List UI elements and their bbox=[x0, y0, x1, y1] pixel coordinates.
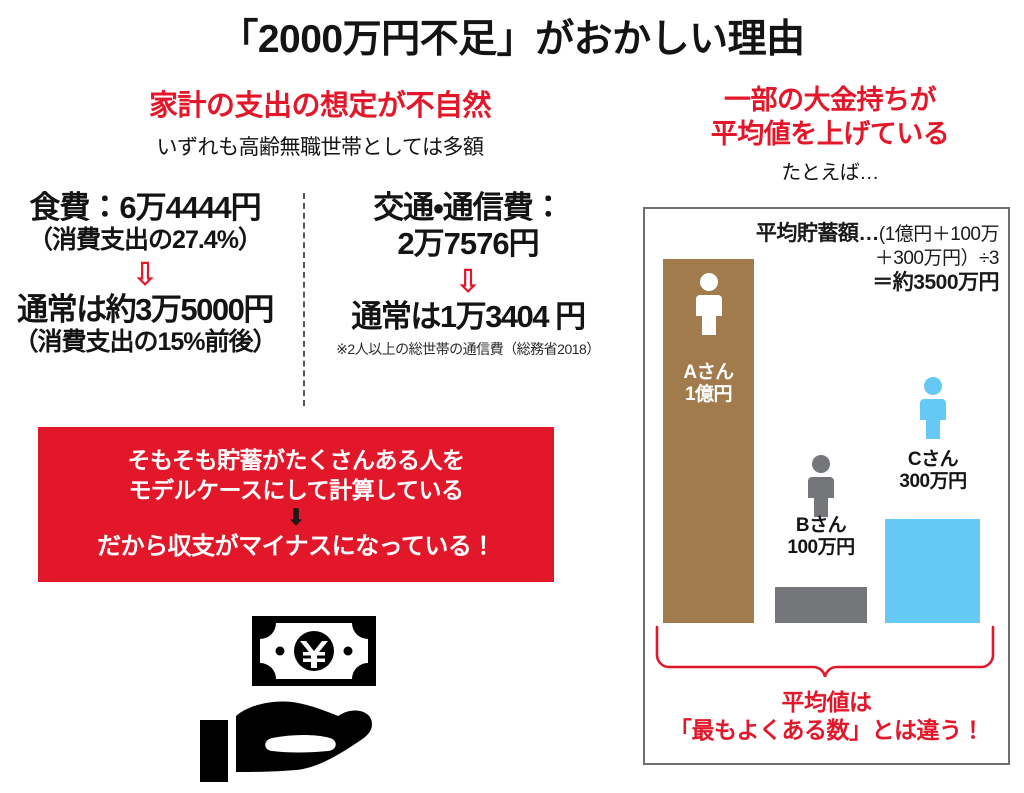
bar-label-c: Cさん 300万円 bbox=[878, 449, 988, 494]
person-icon-b bbox=[805, 455, 837, 522]
down-arrow-icon: ⇩ bbox=[454, 263, 482, 300]
average-label: 平均貯蓄額… bbox=[755, 222, 880, 245]
food-share: （消費支出の27.4%） bbox=[28, 225, 263, 254]
bar-label-c-value: 300万円 bbox=[899, 471, 967, 493]
left-heading-sub: いずれも高齢無職世帯としては多額 bbox=[156, 136, 484, 159]
person-icon-a bbox=[693, 273, 725, 340]
bar-label-a-value: 1億円 bbox=[684, 384, 733, 406]
bar-label-a: Aさん 1億円 bbox=[663, 362, 754, 407]
right-heading-red-line2: 平均値を上げている bbox=[710, 119, 950, 150]
transport-amount: 2万7576円 bbox=[397, 225, 539, 261]
average-calc-line-1: (1億円＋100万 bbox=[878, 224, 1000, 245]
average-calculation-note: 平均貯蓄額…(1億円＋100万 ＋300万円）÷3 ＝約3500万円 bbox=[659, 221, 1000, 295]
food-normal-amount: 通常は約3万5000円 bbox=[17, 292, 274, 328]
transport-normal-amount: 通常は1万3404 円 bbox=[351, 299, 586, 335]
average-result: ＝約3500万円 bbox=[872, 270, 999, 294]
money-on-hand-icon bbox=[196, 608, 412, 784]
average-calc-line-2: ＋300万円）÷3 bbox=[874, 247, 1000, 269]
bar-chart: Aさん 1億円 Bさん 100万円 bbox=[645, 209, 1008, 763]
chart-conclusion: 平均値は 「最もよくある数」とは違う！ bbox=[645, 688, 1008, 746]
chart-conclusion-line-1: 平均値は bbox=[781, 688, 873, 715]
callout-line-3: だから収支がマイナスになっている！ bbox=[97, 533, 495, 561]
red-callout-box: そもそも貯蓄がたくさんある人を モデルケースにして計算している ⬇ だから収支が… bbox=[38, 427, 554, 582]
curly-brace-icon bbox=[653, 625, 1001, 678]
bar-label-a-name: Aさん bbox=[683, 362, 734, 383]
open-hand-icon bbox=[200, 701, 372, 782]
callout-line-1: そもそも貯蓄がたくさんある人を bbox=[127, 447, 465, 474]
bar-label-b: Bさん 100万円 bbox=[763, 515, 879, 560]
food-normal-share: （消費支出の15%前後） bbox=[13, 328, 277, 357]
expense-column-food: 食費：6万4444円 （消費支出の27.4%） ⇩ 通常は約3万5000円 （消… bbox=[0, 190, 298, 357]
transport-source-note: ※2人以上の総世帯の通信費（総務省2018） bbox=[336, 340, 600, 357]
bar-label-b-name: Bさん bbox=[795, 515, 847, 536]
transport-title: 交通・通信費： bbox=[373, 190, 564, 225]
column-divider bbox=[303, 193, 305, 406]
right-section-heading: 一部の大金持ちが 平均値を上げている たとえば… bbox=[640, 83, 1020, 185]
callout-down-arrow-icon: ⬇ bbox=[286, 504, 306, 531]
food-amount: 食費：6万4444円 bbox=[29, 190, 261, 225]
bar-b bbox=[775, 587, 867, 623]
person-icon-c bbox=[917, 377, 949, 444]
bar-label-b-value: 100万円 bbox=[787, 537, 855, 559]
down-arrow-icon: ⇩ bbox=[131, 256, 159, 293]
left-heading-red: 家計の支出の想定が不自然 bbox=[148, 90, 492, 122]
page-title: 「2000万円不足」がおかしい理由 bbox=[219, 18, 805, 61]
chart-conclusion-line-2: 「最もよくある数」とは違う！ bbox=[669, 717, 985, 744]
right-heading-sub: たとえば… bbox=[781, 162, 879, 185]
callout-line-2: モデルケースにして計算している bbox=[128, 476, 464, 503]
savings-chart-panel: 平均貯蓄額…(1億円＋100万 ＋300万円）÷3 ＝約3500万円 Aさん 1… bbox=[643, 207, 1010, 765]
right-heading-red-line1: 一部の大金持ちが bbox=[724, 85, 937, 115]
banknote-icon bbox=[252, 616, 376, 686]
bar-label-c-name: Cさん bbox=[907, 449, 959, 470]
bar-c bbox=[885, 519, 980, 623]
left-section-heading: 家計の支出の想定が不自然 いずれも高齢無職世帯としては多額 bbox=[20, 82, 620, 161]
expense-column-transport: 交通・通信費： 2万7576円 ⇩ 通常は1万3404 円 ※2人以上の総世帯の… bbox=[308, 190, 628, 359]
